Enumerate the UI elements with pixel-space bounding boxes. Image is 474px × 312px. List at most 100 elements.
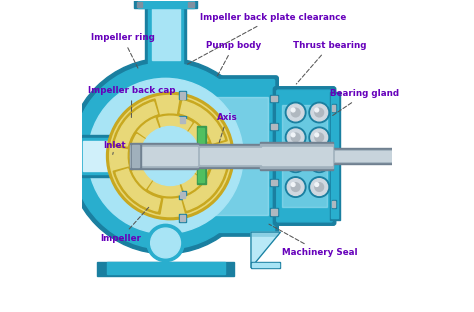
Bar	[198, 128, 204, 148]
Circle shape	[315, 133, 324, 142]
FancyBboxPatch shape	[273, 87, 336, 225]
Text: Machinery Seal: Machinery Seal	[269, 224, 358, 257]
Circle shape	[292, 133, 295, 137]
Bar	[198, 144, 264, 168]
FancyBboxPatch shape	[277, 90, 332, 222]
Text: Bearing gland: Bearing gland	[330, 89, 399, 116]
Bar	[131, 144, 141, 168]
Bar	[270, 179, 278, 186]
Circle shape	[315, 183, 324, 191]
Bar	[335, 151, 392, 161]
Bar	[179, 91, 186, 100]
Bar	[198, 162, 204, 183]
Text: Thrust bearing: Thrust bearing	[293, 41, 366, 84]
Bar	[270, 123, 278, 130]
Circle shape	[109, 95, 231, 217]
Bar	[179, 214, 186, 222]
Bar	[71, 117, 74, 195]
Circle shape	[292, 158, 295, 162]
Circle shape	[68, 58, 264, 254]
Circle shape	[292, 158, 300, 167]
Bar	[271, 209, 277, 215]
Bar	[332, 153, 336, 159]
Wedge shape	[193, 142, 212, 180]
Bar	[197, 126, 206, 150]
Circle shape	[315, 183, 319, 187]
Bar	[180, 142, 185, 148]
Bar	[97, 261, 234, 275]
Bar	[137, 2, 142, 7]
Bar	[198, 146, 264, 166]
Bar	[200, 148, 262, 164]
Wedge shape	[177, 98, 227, 145]
Circle shape	[88, 78, 243, 234]
Circle shape	[285, 152, 306, 173]
Bar	[180, 167, 185, 173]
Text: Impeller: Impeller	[100, 206, 150, 243]
Text: Axis: Axis	[217, 113, 237, 143]
Bar	[270, 208, 278, 216]
Bar	[66, 116, 74, 196]
Circle shape	[311, 179, 328, 195]
Bar	[148, 1, 182, 66]
Bar	[282, 105, 327, 207]
FancyBboxPatch shape	[185, 80, 274, 232]
Bar	[271, 124, 277, 129]
FancyBboxPatch shape	[182, 76, 278, 236]
Circle shape	[315, 158, 324, 167]
Bar	[330, 148, 392, 164]
Wedge shape	[116, 169, 160, 211]
Wedge shape	[195, 144, 210, 178]
Wedge shape	[146, 179, 184, 198]
Bar	[262, 147, 332, 165]
Bar	[179, 191, 186, 199]
Text: Impeller back plate clearance: Impeller back plate clearance	[187, 13, 346, 65]
Circle shape	[315, 158, 319, 162]
Bar	[332, 152, 336, 160]
Bar	[330, 150, 392, 162]
Wedge shape	[156, 114, 194, 133]
Circle shape	[287, 129, 304, 146]
Circle shape	[285, 177, 306, 197]
Wedge shape	[148, 181, 182, 196]
Wedge shape	[130, 134, 145, 168]
Circle shape	[147, 224, 184, 261]
Bar	[180, 215, 185, 221]
Wedge shape	[115, 102, 157, 146]
Bar	[260, 142, 333, 170]
Bar	[137, 1, 193, 7]
Bar	[179, 116, 186, 124]
Bar	[197, 161, 206, 184]
Bar	[107, 262, 225, 274]
Circle shape	[315, 108, 319, 112]
Circle shape	[315, 133, 319, 137]
Circle shape	[285, 127, 306, 148]
Bar	[271, 180, 277, 185]
Circle shape	[309, 152, 329, 173]
Wedge shape	[128, 132, 147, 170]
Text: Pump body: Pump body	[206, 41, 261, 77]
Text: Impeller back cap: Impeller back cap	[88, 86, 175, 118]
Circle shape	[107, 92, 234, 220]
Circle shape	[292, 108, 300, 117]
Bar	[188, 2, 194, 7]
Circle shape	[287, 104, 304, 121]
Bar	[332, 105, 336, 111]
Circle shape	[292, 183, 295, 187]
Bar	[270, 151, 278, 158]
Text: Impeller ring: Impeller ring	[91, 33, 155, 68]
Circle shape	[292, 183, 300, 191]
Bar	[332, 200, 336, 208]
Bar	[271, 96, 277, 101]
Bar	[179, 141, 186, 149]
Bar	[180, 117, 185, 123]
Circle shape	[287, 154, 304, 171]
Circle shape	[292, 108, 295, 112]
Bar	[83, 141, 127, 171]
Circle shape	[141, 126, 200, 186]
Bar	[146, 1, 186, 69]
Wedge shape	[183, 166, 225, 210]
Bar	[192, 97, 268, 215]
Bar	[152, 1, 180, 60]
Wedge shape	[180, 101, 224, 143]
